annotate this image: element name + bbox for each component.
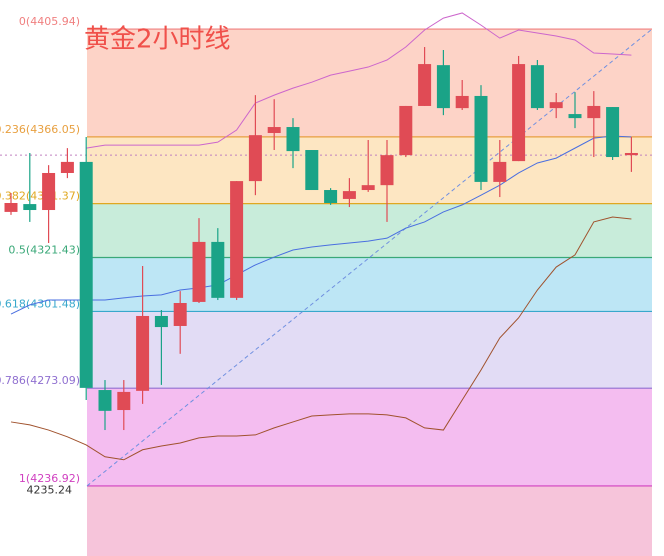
fib-zone: [87, 136, 652, 204]
candle-body: [154, 315, 168, 328]
candle-body: [606, 107, 620, 158]
candle-body: [455, 95, 469, 109]
candle-body: [512, 64, 526, 162]
fib-label: 0.786(4273.09): [0, 374, 80, 387]
candle-body: [23, 204, 37, 211]
candle-body: [192, 241, 206, 302]
fib-label: 0.618(4301.48): [0, 297, 80, 310]
candle-body: [286, 127, 300, 152]
candle-body: [399, 105, 413, 156]
candle-body: [248, 135, 262, 182]
fib-zone: [87, 29, 652, 137]
fib-label: 0.5(4321.43): [8, 244, 80, 257]
fib-zone: [87, 388, 652, 486]
candle-body: [60, 161, 74, 173]
fib-label: 1(4236.92): [19, 472, 80, 485]
chart-title: 黄金2小时线: [84, 25, 231, 55]
candle-body: [342, 191, 356, 199]
band-line: [86, 12, 632, 149]
candle-body: [474, 95, 488, 182]
candle-body: [42, 172, 56, 211]
fib-label: 0(4405.94): [19, 15, 80, 28]
fib-zones: 0(4405.94) 0.236(4366.05) 0.382(4341.37) 0.…: [0, 15, 653, 556]
candle-body: [436, 65, 450, 109]
candle-body: [117, 391, 131, 411]
candle-body: [549, 102, 563, 109]
candle-body: [493, 161, 507, 182]
candle-body: [380, 155, 394, 186]
candle-body: [267, 127, 281, 133]
candle-body: [305, 150, 319, 191]
candle-body: [530, 65, 544, 109]
band-line: [10, 216, 632, 461]
candle-body: [624, 152, 638, 156]
candle-body: [98, 390, 112, 411]
fib-zone: [87, 485, 652, 556]
candle-body: [230, 181, 244, 298]
plot: [4, 12, 638, 461]
fib-label: 0.236(4366.05): [0, 123, 80, 136]
candle-body: [211, 241, 225, 298]
candle-body: [79, 161, 93, 388]
candle-body: [4, 202, 18, 212]
fib-zone: [87, 203, 652, 258]
price-marker-label: 4235.24: [27, 483, 73, 496]
fib-zone: [87, 257, 652, 312]
candle-body: [587, 105, 601, 119]
candle-body: [173, 303, 187, 326]
fib-label: 0.382(4341.37): [0, 190, 80, 203]
candle-body: [418, 64, 432, 106]
candle-body: [324, 190, 338, 203]
candle-body: [136, 315, 150, 391]
candle-body: [361, 185, 375, 191]
candle-body: [568, 114, 582, 119]
band-line: [10, 135, 632, 315]
fib-zone: [87, 311, 652, 389]
